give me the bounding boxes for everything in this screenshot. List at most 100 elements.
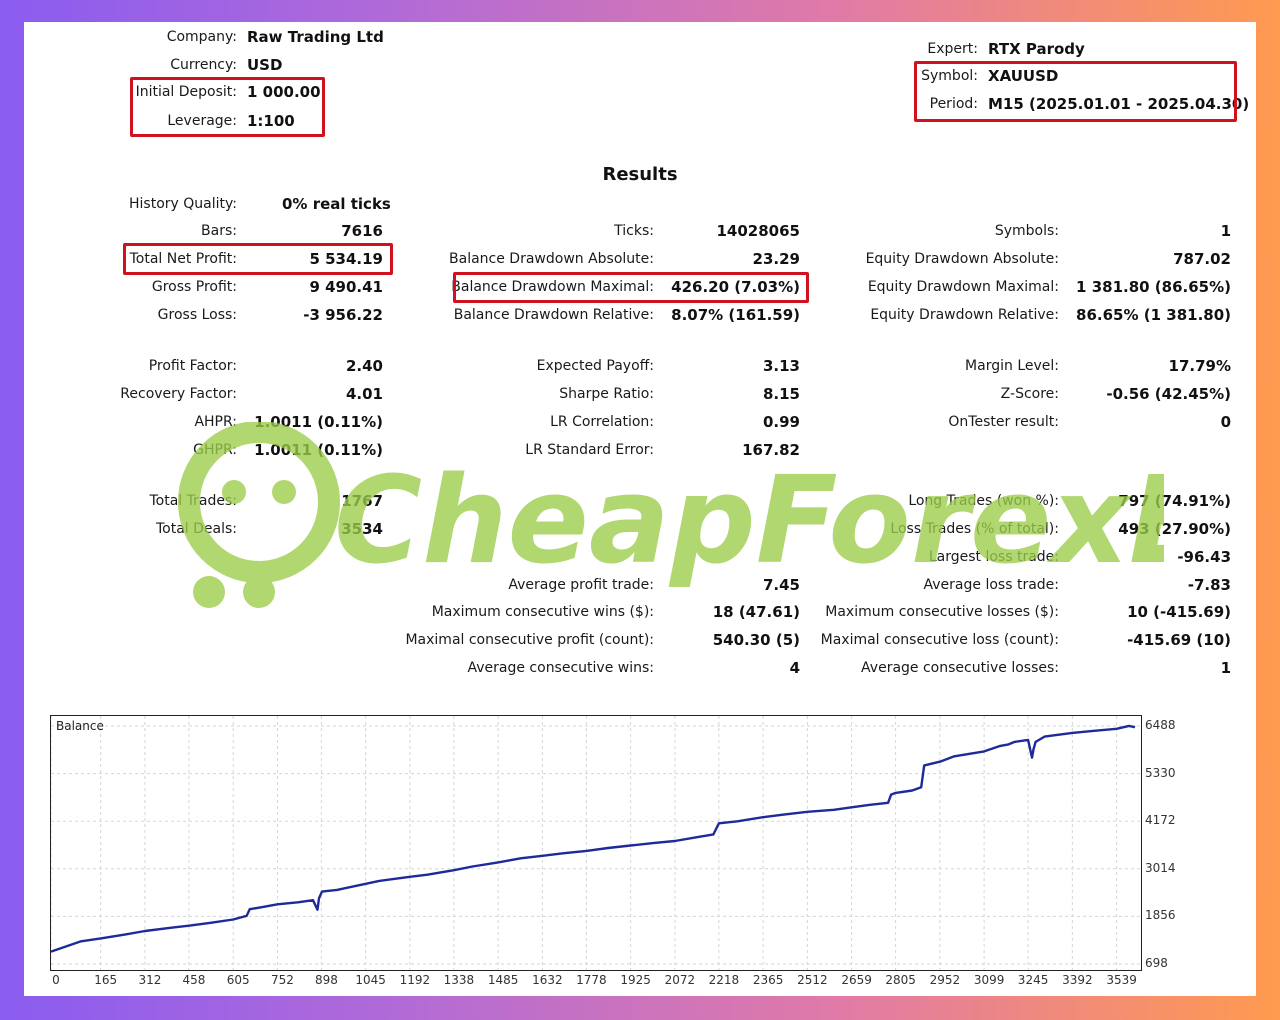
- ticks-value: 14028065: [716, 222, 801, 240]
- x-tick-label: 1778: [576, 973, 607, 987]
- bars-value: 7616: [341, 222, 383, 240]
- gross-profit-value: 9 490.41: [309, 278, 383, 296]
- max-consecutive-wins-value: 18 (47.61): [712, 603, 800, 621]
- currency-label: Currency:: [170, 57, 237, 73]
- loss-trades-value: 493 (27.90%): [1118, 520, 1231, 538]
- history-quality-value: 0% real ticks: [282, 195, 391, 213]
- equity-drawdown-relative-value: 86.65% (1 381.80): [1076, 306, 1231, 324]
- x-tick-label: 458: [182, 973, 206, 987]
- gross-profit-label: Gross Profit:: [151, 279, 237, 295]
- x-tick-label: 2072: [664, 973, 696, 987]
- expert-value: RTX Parody: [988, 40, 1085, 58]
- max-consecutive-wins-label: Maximum consecutive wins ($):: [431, 604, 654, 620]
- period-value: M15 (2025.01.01 - 2025.04.30): [988, 95, 1250, 113]
- balance-chart-plot: [51, 716, 1141, 970]
- average-consecutive-wins-label: Average consecutive wins:: [467, 660, 654, 676]
- symbol-label: Symbol:: [921, 68, 978, 84]
- x-tick-label: 1045: [355, 973, 386, 987]
- report-card: Company: Raw Trading Ltd Currency: USD I…: [24, 22, 1256, 996]
- total-deals-label: Total Deals:: [155, 521, 237, 537]
- ontester-result-label: OnTester result:: [948, 414, 1059, 430]
- x-tick-label: 1925: [620, 973, 651, 987]
- symbol-value: XAUUSD: [988, 67, 1059, 85]
- bars-label: Bars:: [201, 223, 237, 239]
- loss-trades-label: Loss Trades (% of total):: [890, 521, 1059, 537]
- recovery-factor-label: Recovery Factor:: [120, 386, 237, 402]
- balance-drawdown-highlight-box: [453, 272, 809, 303]
- expert-label: Expert:: [927, 41, 978, 57]
- ontester-result-value: 0: [1220, 413, 1231, 431]
- gross-loss-value: -3 956.22: [303, 306, 383, 324]
- lr-standard-error-value: 167.82: [742, 441, 800, 459]
- average-loss-trade-label: Average loss trade:: [923, 577, 1059, 593]
- symbol-period-highlight-box: [914, 61, 1237, 122]
- total-trades-value: 1767: [341, 492, 383, 510]
- equity-drawdown-absolute-value: 787.02: [1173, 250, 1231, 268]
- x-tick-label: 2805: [885, 973, 916, 987]
- average-consecutive-wins-value: 4: [789, 659, 800, 677]
- company-label: Company:: [166, 29, 237, 45]
- equity-drawdown-maximal-label: Equity Drawdown Maximal:: [867, 279, 1059, 295]
- z-score-label: Z-Score:: [1000, 386, 1059, 402]
- long-trades-label: Long Trades (won %):: [908, 493, 1059, 509]
- initial-deposit-value: 1 000.00: [247, 83, 321, 101]
- lr-correlation-label: LR Correlation:: [550, 414, 654, 430]
- profit-factor-label: Profit Factor:: [148, 358, 237, 374]
- balance-drawdown-maximal-label: Balance Drawdown Maximal:: [451, 279, 654, 295]
- maximal-consecutive-profit-value: 540.30 (5): [712, 631, 800, 649]
- chart-title: Balance: [56, 719, 104, 733]
- x-tick-label: 3245: [1017, 973, 1049, 987]
- maximal-consecutive-loss-label: Maximal consecutive loss (count):: [820, 632, 1059, 648]
- balance-drawdown-maximal-value: 426.20 (7.03%): [671, 278, 800, 296]
- company-value: Raw Trading Ltd: [247, 28, 384, 46]
- max-consecutive-losses-label: Maximum consecutive losses ($):: [825, 604, 1059, 620]
- y-tick-label: 3014: [1145, 860, 1176, 875]
- margin-level-value: 17.79%: [1168, 357, 1231, 375]
- average-profit-trade-value: 7.45: [762, 576, 800, 594]
- x-tick-label: 2659: [841, 973, 872, 987]
- ahpr-label: AHPR:: [194, 414, 237, 430]
- balance-drawdown-relative-label: Balance Drawdown Relative:: [453, 307, 654, 323]
- average-consecutive-losses-value: 1: [1220, 659, 1231, 677]
- x-tick-label: 1338: [443, 973, 475, 987]
- average-consecutive-losses-label: Average consecutive losses:: [861, 660, 1059, 676]
- history-quality-label: History Quality:: [129, 196, 237, 212]
- y-tick-label: 6488: [1145, 718, 1176, 732]
- x-tick-label: 0: [52, 973, 60, 987]
- ahpr-value: 1.0011 (0.11%): [254, 413, 383, 431]
- y-tick-label: 1856: [1145, 908, 1176, 923]
- expected-payoff-label: Expected Payoff:: [536, 358, 654, 374]
- x-tick-label: 165: [94, 973, 118, 987]
- x-tick-label: 3392: [1062, 973, 1093, 987]
- x-tick-label: 1485: [487, 973, 519, 987]
- symbols-label: Symbols:: [994, 223, 1059, 239]
- equity-drawdown-absolute-label: Equity Drawdown Absolute:: [865, 251, 1059, 267]
- average-profit-trade-label: Average profit trade:: [508, 577, 654, 593]
- period-label: Period:: [929, 96, 978, 112]
- balance-drawdown-absolute-label: Balance Drawdown Absolute:: [449, 251, 654, 267]
- x-tick-label: 1632: [532, 973, 563, 987]
- long-trades-value: 797 (74.91%): [1118, 492, 1231, 510]
- max-consecutive-losses-value: 10 (-415.69): [1127, 603, 1231, 621]
- maximal-consecutive-loss-value: -415.69 (10): [1127, 631, 1231, 649]
- x-tick-label: 2365: [752, 973, 784, 987]
- x-tick-label: 312: [138, 973, 162, 987]
- largest-loss-trade-value: -96.43: [1177, 548, 1231, 566]
- leverage-label: Leverage:: [167, 113, 237, 129]
- x-tick-label: 2218: [708, 973, 740, 987]
- z-score-value: -0.56 (42.45%): [1106, 385, 1231, 403]
- profit-factor-value: 2.40: [345, 357, 383, 375]
- y-tick-label: 5330: [1145, 765, 1176, 780]
- symbols-value: 1: [1220, 222, 1231, 240]
- x-tick-label: 3539: [1106, 973, 1137, 987]
- total-net-profit-value: 5 534.19: [309, 250, 383, 268]
- sharpe-ratio-value: 8.15: [762, 385, 800, 403]
- recovery-factor-value: 4.01: [345, 385, 383, 403]
- x-tick-label: 898: [314, 973, 338, 987]
- x-tick-label: 752: [270, 973, 294, 987]
- gross-loss-label: Gross Loss:: [157, 307, 237, 323]
- balance-line: [51, 724, 1136, 953]
- total-net-profit-label: Total Net Profit:: [129, 251, 237, 267]
- ticks-label: Ticks:: [614, 223, 654, 239]
- lr-standard-error-label: LR Standard Error:: [525, 442, 654, 458]
